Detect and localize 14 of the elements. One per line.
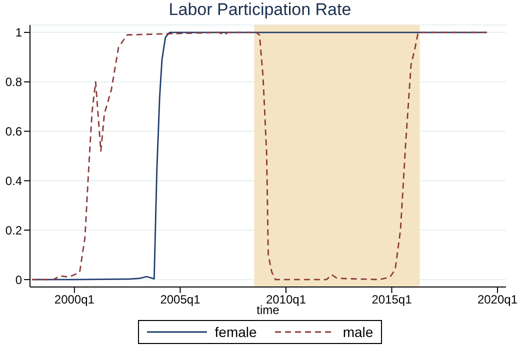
- x-tick-label: 2015q1: [372, 292, 412, 307]
- x-tick-label: 2020q1: [477, 292, 518, 307]
- line-series: [31, 32, 488, 280]
- y-tick-label: 0.4: [5, 174, 22, 188]
- y-tick-label: 0.6: [5, 124, 22, 139]
- legend-label: male: [342, 324, 374, 340]
- y-tick-label: 0.2: [5, 223, 22, 238]
- y-tick-label: 0.8: [5, 75, 22, 90]
- y-tick-label: 1: [15, 26, 22, 40]
- x-tick-label: 2000q1: [54, 292, 95, 307]
- chart-title: Labor Participation Rate: [168, 0, 352, 20]
- x-tick-label: 2005q1: [160, 292, 201, 307]
- y-tick-label: 0: [15, 272, 22, 287]
- legend-label: female: [214, 324, 257, 340]
